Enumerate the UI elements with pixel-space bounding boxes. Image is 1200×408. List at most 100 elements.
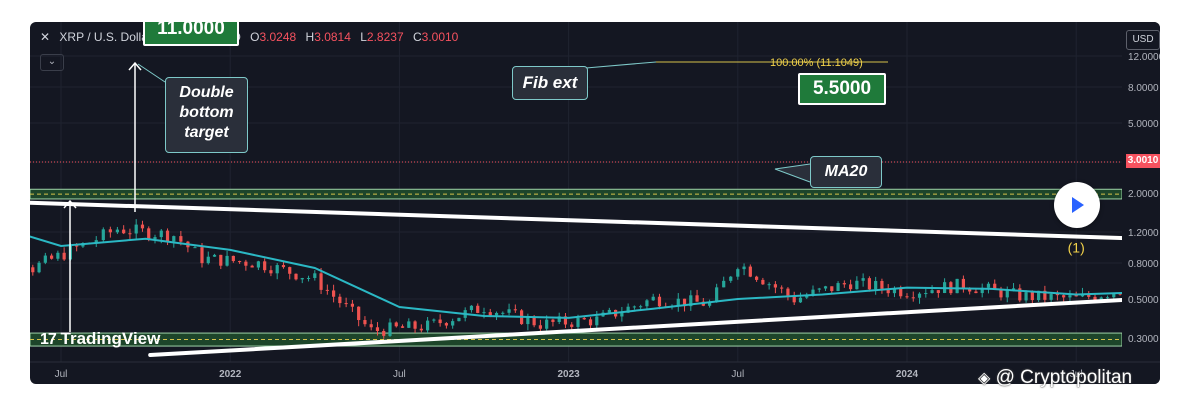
candle-body bbox=[961, 278, 965, 289]
candle-body bbox=[742, 266, 746, 270]
candle-body bbox=[122, 229, 126, 234]
high-label: H bbox=[305, 30, 315, 44]
candle-body bbox=[993, 283, 997, 289]
candle-body bbox=[1018, 288, 1022, 301]
candle-body bbox=[999, 288, 1003, 298]
candle-body bbox=[200, 247, 204, 264]
x-tick-label: Jul bbox=[1070, 369, 1083, 380]
target-lower-box: 5.5000 bbox=[798, 73, 886, 105]
candle-body bbox=[917, 293, 922, 298]
candle-body bbox=[1062, 295, 1066, 298]
candle-body bbox=[231, 255, 235, 262]
candle-body bbox=[545, 319, 549, 329]
candle-body bbox=[212, 254, 217, 257]
candle-body bbox=[62, 252, 66, 260]
y-tick-label: 2.0000 bbox=[1128, 189, 1159, 200]
candle-body bbox=[94, 240, 98, 243]
candle-body bbox=[729, 276, 733, 281]
symbol-header: ✕ XRP / U.S. Dollar · 1W · CRYPTO O3.024… bbox=[40, 30, 458, 44]
candle-body bbox=[501, 312, 505, 314]
y-tick-label: 1.2000 bbox=[1128, 228, 1159, 239]
open-label: O bbox=[250, 30, 260, 44]
candle-body bbox=[300, 278, 304, 280]
x-tick-label: 2023 bbox=[557, 369, 580, 380]
candle-body bbox=[75, 245, 79, 247]
candle-body bbox=[986, 283, 991, 288]
candle-body bbox=[140, 224, 145, 229]
candle-body bbox=[748, 266, 752, 277]
candle-body bbox=[1074, 295, 1078, 297]
candle-body bbox=[682, 298, 687, 307]
candle-body bbox=[607, 309, 611, 313]
candle-body bbox=[159, 230, 163, 238]
candle-body bbox=[588, 319, 593, 326]
currency-button[interactable]: USD bbox=[1126, 30, 1160, 50]
candle-body bbox=[193, 247, 197, 249]
x-tick-label: Jul bbox=[731, 369, 744, 380]
collapse-chevron-icon[interactable]: ⌄ bbox=[40, 54, 64, 71]
play-button[interactable] bbox=[1054, 182, 1100, 228]
y-tick-label: 0.3000 bbox=[1128, 334, 1159, 345]
candle-body bbox=[526, 317, 530, 325]
candle-body bbox=[974, 291, 978, 294]
ma20-line bbox=[30, 235, 1160, 319]
x-tick-label: Jul bbox=[393, 369, 406, 380]
candle-body bbox=[382, 330, 386, 336]
candle-body bbox=[582, 317, 586, 320]
candle-body bbox=[115, 229, 119, 233]
double-bottom-line-2: bottom bbox=[179, 104, 234, 121]
fib-callout-pointer bbox=[585, 61, 657, 69]
candle-body bbox=[930, 290, 934, 294]
candle-body bbox=[263, 261, 267, 271]
candle-body bbox=[632, 306, 636, 308]
candle-body bbox=[867, 278, 871, 290]
candle-body bbox=[50, 255, 54, 259]
candle-body bbox=[924, 293, 928, 295]
x-tick-label: 2022 bbox=[219, 369, 242, 380]
candle-body bbox=[761, 279, 765, 285]
triangle-lower-line bbox=[148, 295, 1160, 358]
candle-body bbox=[244, 261, 248, 266]
candle-body bbox=[722, 280, 726, 288]
candle-body bbox=[639, 306, 643, 308]
candle-body bbox=[394, 322, 398, 327]
tradingview-logo-icon: 17 bbox=[40, 331, 57, 348]
candle-body bbox=[899, 288, 903, 297]
candle-body bbox=[319, 273, 323, 290]
candle-body bbox=[657, 296, 662, 307]
candle-body bbox=[861, 278, 865, 281]
candle-body bbox=[350, 303, 354, 307]
candle-body bbox=[269, 270, 273, 274]
candle-body bbox=[206, 256, 210, 264]
candle-body bbox=[413, 321, 417, 329]
candle-body bbox=[1068, 295, 1072, 298]
candle-body bbox=[306, 277, 311, 279]
candle-body bbox=[238, 261, 242, 263]
double-bottom-callout: Double bottom target bbox=[165, 77, 248, 153]
candle-body bbox=[576, 317, 580, 327]
candle-body bbox=[507, 309, 511, 313]
x-tick-label: Jul bbox=[55, 369, 68, 380]
candle-body bbox=[736, 269, 740, 277]
candle-body bbox=[294, 273, 298, 280]
candle-body bbox=[344, 303, 348, 305]
candle-body bbox=[1055, 294, 1059, 296]
candle-body bbox=[37, 262, 41, 273]
candle-body bbox=[570, 324, 574, 327]
candle-body bbox=[817, 288, 821, 290]
triangle-upper-line bbox=[30, 200, 1160, 242]
candle-body bbox=[476, 305, 480, 313]
close-icon[interactable]: ✕ bbox=[40, 30, 51, 44]
candle-body bbox=[773, 284, 777, 288]
low-label: L bbox=[360, 30, 367, 44]
candle-body bbox=[225, 255, 229, 266]
candle-body bbox=[715, 287, 719, 302]
candle-body bbox=[219, 254, 223, 266]
height-arrow-head bbox=[63, 199, 77, 209]
candle-body bbox=[1011, 288, 1016, 290]
candle-body bbox=[313, 273, 317, 278]
candle-body bbox=[165, 230, 170, 242]
cryptopolitan-logo-icon: ◈ bbox=[978, 370, 991, 387]
ma-callout-pointer bbox=[774, 163, 811, 183]
candle-body bbox=[457, 317, 461, 322]
